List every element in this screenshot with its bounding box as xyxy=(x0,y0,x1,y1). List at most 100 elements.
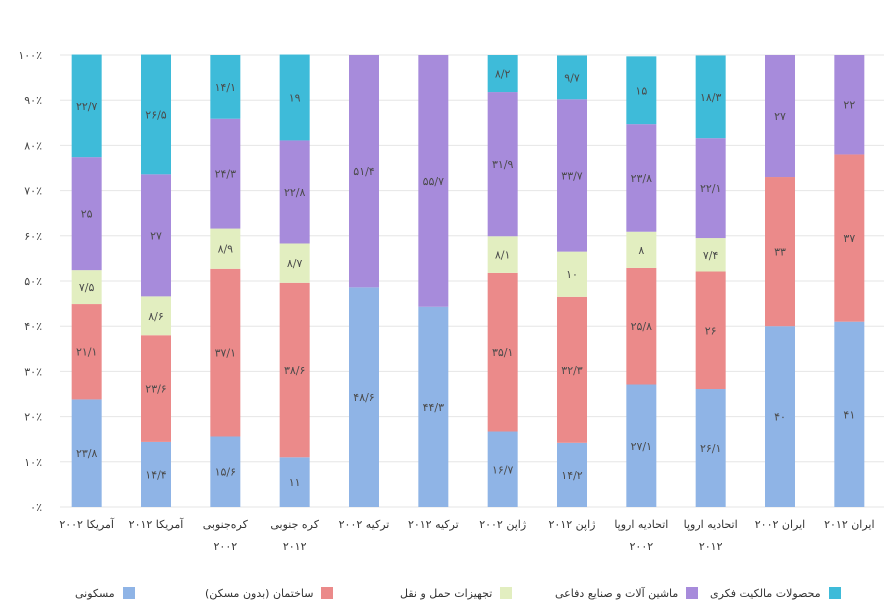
legend-label: مسکونی xyxy=(75,586,115,600)
y-tick-label: ۳۰٪ xyxy=(24,365,42,378)
data-label: ۳۲/۳ xyxy=(561,364,583,377)
y-tick-label: ۷۰٪ xyxy=(24,185,42,198)
bar-segment xyxy=(626,56,657,125)
bar-segment xyxy=(141,335,171,442)
legend-swatch xyxy=(321,587,334,599)
data-label: ۲۲/۱ xyxy=(700,182,721,195)
data-label: ۸/۹ xyxy=(218,243,234,256)
bar-segment xyxy=(557,99,587,252)
bar-segment xyxy=(71,54,102,158)
bar-segment xyxy=(557,296,587,443)
y-tick-label: ۰٪ xyxy=(30,501,42,514)
legend-swatch xyxy=(686,587,699,599)
data-label: ۲۱/۱ xyxy=(76,346,97,359)
bar-segment xyxy=(71,157,102,271)
legend-item-intellectual-property: محصولات مالکیت فکری xyxy=(710,585,841,601)
x-category-label: ۲۰۰۲ xyxy=(630,540,654,553)
legend-swatch xyxy=(828,587,841,599)
data-label: ۴۸/۶ xyxy=(353,391,374,404)
bar-segment xyxy=(626,267,657,385)
data-label: ۳۱/۹ xyxy=(492,158,514,171)
bar-segment xyxy=(210,55,241,119)
data-label: ۲۳/۸ xyxy=(631,172,653,185)
data-label: ۲۳/۶ xyxy=(145,383,166,396)
data-label: ۱۹ xyxy=(289,91,301,104)
data-label: ۲۶/۱ xyxy=(700,442,721,455)
data-label: ۳۸/۶ xyxy=(284,364,305,377)
bar-segment xyxy=(695,389,726,507)
bar-segment xyxy=(279,243,310,283)
bar-segment xyxy=(71,270,102,305)
data-label: ۳۷ xyxy=(843,232,855,245)
data-label: ۲۲/۸ xyxy=(284,186,306,199)
bar-segment xyxy=(210,118,241,229)
bar-segment xyxy=(418,55,449,307)
bar-segment xyxy=(279,54,310,141)
bar-segment xyxy=(557,55,587,100)
x-category-label: ایران ۲۰۱۲ xyxy=(824,518,874,531)
labels-layer: ۲۳/۸ ۲۱/۱ ۷/۵ ۲۵ ۲۲/۷ ۱۴/۴ ۲۳/۶ ۸/۶ ۲۷ ۲۶/۵ ۱۵/۶ ۳۷… xyxy=(76,68,855,490)
data-label: ۸ xyxy=(638,244,644,257)
data-label: ۳۳/۷ xyxy=(561,169,583,182)
data-label: ۱۴/۴ xyxy=(145,468,167,481)
bar-segment xyxy=(557,442,587,507)
data-label: ۱۵ xyxy=(635,84,647,97)
data-label: ۷/۴ xyxy=(703,249,719,262)
data-label: ۳۵/۱ xyxy=(492,346,513,359)
legend-item-transport-equipment: تجهیزات حمل و نقل xyxy=(400,585,513,601)
bar-segment xyxy=(210,436,241,507)
data-label: ۲۲/۷ xyxy=(76,100,98,113)
bar-segment xyxy=(418,306,449,507)
bar-segment xyxy=(141,54,171,175)
bar-segment xyxy=(141,441,171,507)
data-label: ۱۶/۷ xyxy=(492,463,514,476)
axis-layer: ۰٪ ۱۰٪ ۲۰٪ ۳۰٪ ۴۰٪ ۵۰٪ ۶۰٪ ۷۰٪ ۸۰٪ ۹۰٪ ۱۰۰٪ آمریکا … xyxy=(18,49,874,553)
data-label: ۲۲ xyxy=(843,99,855,112)
y-tick-label: ۶۰٪ xyxy=(24,230,42,243)
bar-segment xyxy=(834,55,865,155)
bar-segment xyxy=(834,321,865,507)
x-category-label: ترکیه ۲۰۱۲ xyxy=(408,518,459,531)
bar-segment xyxy=(141,296,171,336)
data-label: ۱۴/۱ xyxy=(215,81,236,94)
x-category-label: اتحادیه اروپا xyxy=(614,518,668,531)
data-label: ۱۰ xyxy=(566,268,578,281)
data-label: ۴۴/۳ xyxy=(423,401,445,414)
legend-label: محصولات مالکیت فکری xyxy=(710,586,821,600)
bar-segment xyxy=(210,228,241,269)
data-label: ۲۶/۵ xyxy=(145,108,167,121)
bar-segment xyxy=(279,140,310,244)
x-category-label: آمریکا ۲۰۰۲ xyxy=(59,518,115,531)
legend-item-residential: مسکونی xyxy=(75,585,135,601)
x-category-label: ژاپن ۲۰۰۲ xyxy=(479,518,526,531)
data-label: ۲۷/۱ xyxy=(631,440,652,453)
legend-swatch xyxy=(122,587,135,599)
y-tick-label: ۲۰٪ xyxy=(24,411,42,424)
bar-segment xyxy=(765,55,795,178)
bar-segment xyxy=(349,55,379,288)
bar-segment xyxy=(487,92,518,237)
data-label: ۷/۵ xyxy=(79,281,95,294)
bar-segment xyxy=(279,457,310,507)
bar-segment xyxy=(557,251,587,297)
x-category-label: ترکیه ۲۰۰۲ xyxy=(339,518,390,531)
bar-segment xyxy=(487,236,518,273)
legend-item-machinery-defense: ماشین آلات و صنایع دفاعی xyxy=(555,585,699,601)
data-label: ۸/۷ xyxy=(287,257,303,270)
bar-segment xyxy=(695,55,726,139)
y-tick-label: ۴۰٪ xyxy=(24,320,42,333)
legend-label: ساختمان (بدون مسکن) xyxy=(205,586,314,600)
y-tick-label: ۵۰٪ xyxy=(24,275,42,288)
bar-segment xyxy=(349,287,379,507)
legend-label: تجهیزات حمل و نقل xyxy=(400,586,493,600)
bar-segment xyxy=(695,238,726,272)
data-label: ۸/۶ xyxy=(148,310,164,323)
data-label: ۵۵/۷ xyxy=(423,175,445,188)
x-category-label: کره جنوبی xyxy=(270,518,319,531)
x-category-label: ایران ۲۰۰۲ xyxy=(755,518,805,531)
data-label: ۲۳/۸ xyxy=(76,447,98,460)
data-label: ۲۷ xyxy=(150,229,162,242)
bar-segment xyxy=(210,268,241,437)
data-label: ۸/۲ xyxy=(495,68,511,81)
x-category-label: اتحادیه اروپا xyxy=(684,518,738,531)
